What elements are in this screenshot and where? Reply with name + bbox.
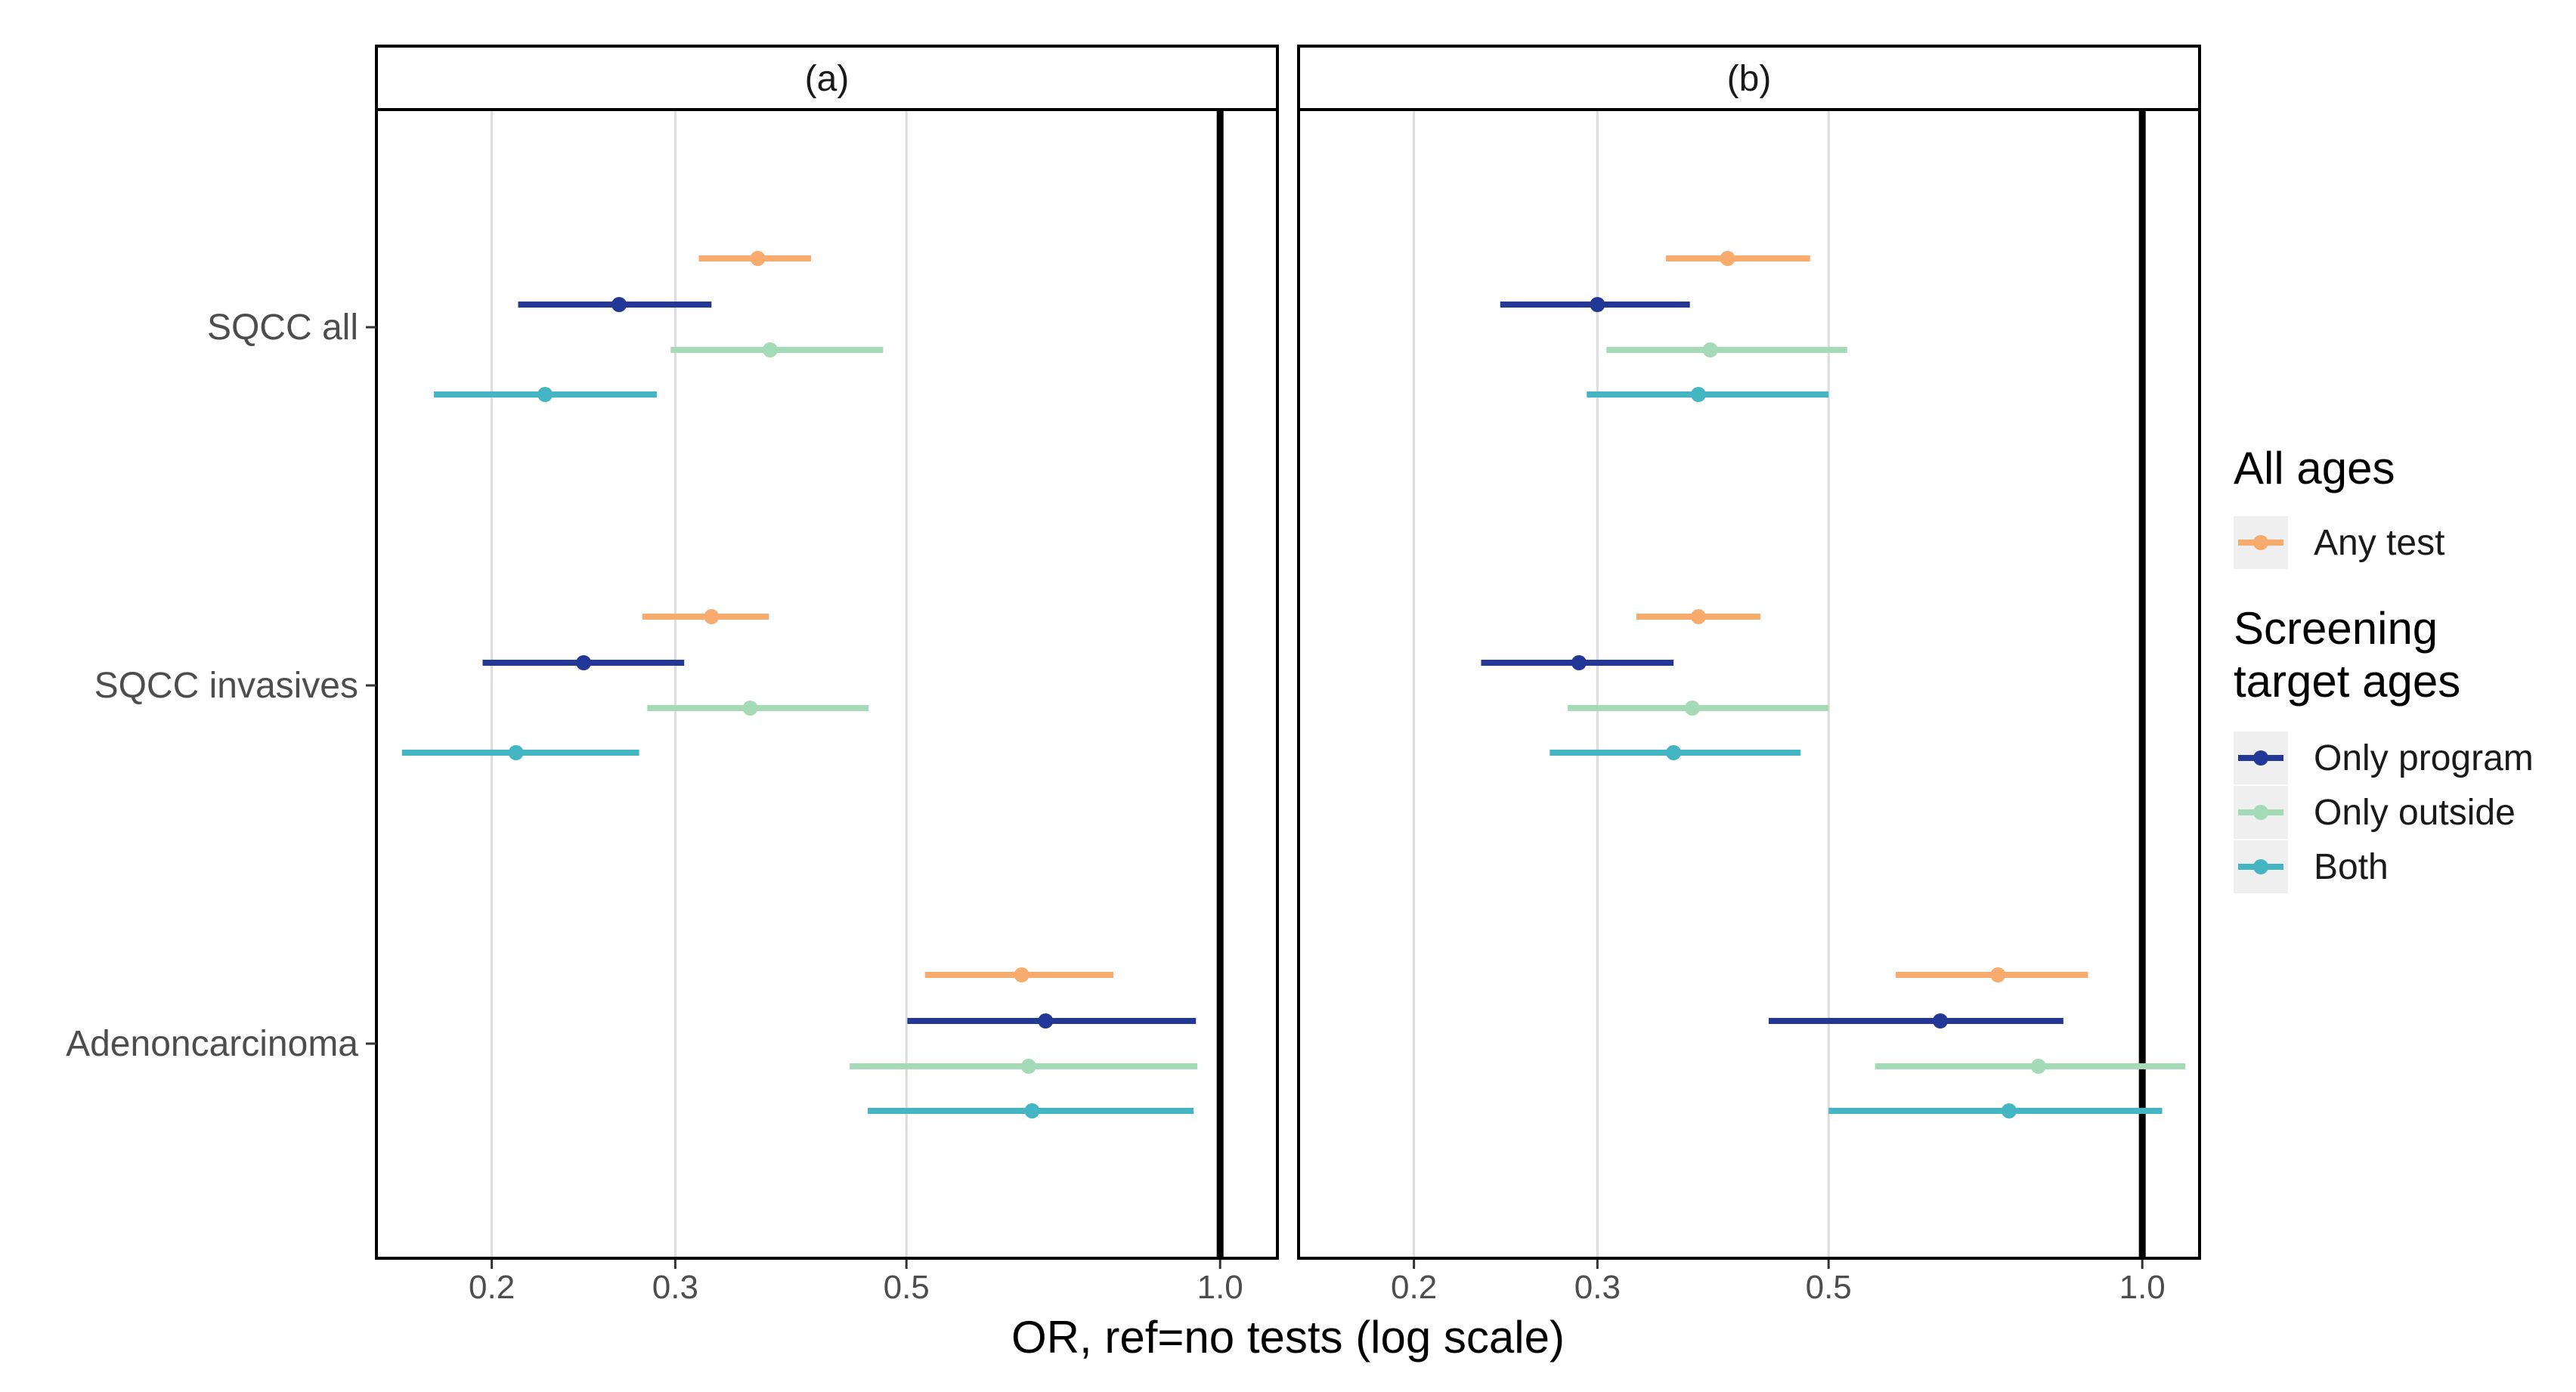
panel-a-point-program (1038, 1013, 1054, 1029)
panel-b-strip (1297, 45, 2201, 111)
panel-b-point-outside (2030, 1059, 2046, 1074)
panel-a-point-any (1014, 967, 1029, 982)
legend-title-screening: Screening (2234, 603, 2438, 654)
panel-b-x-tick-label: 1.0 (2119, 1269, 2166, 1306)
legend-key-point-program (2253, 750, 2268, 766)
y-category-label: Adenoncarcinoma (66, 1024, 358, 1064)
legend-key-point-both (2253, 859, 2268, 874)
legend-key-point-outside (2253, 805, 2268, 820)
panel-b-point-both (1666, 745, 1682, 760)
panel-b-point-both (1690, 387, 1706, 402)
panel-a-title: (a) (805, 59, 850, 99)
panel-a-x-tick-label: 0.5 (884, 1269, 930, 1306)
panel-b-point-both (2001, 1103, 2017, 1118)
panel-b-point-program (1571, 655, 1587, 670)
panel-a-strip (375, 45, 1279, 111)
panel-a-point-both (508, 745, 524, 760)
panel-a-x-tick-label: 0.2 (469, 1269, 515, 1306)
panel-a-point-outside (742, 701, 758, 716)
panel-b-point-any (1990, 967, 2006, 982)
panel-b-x-tick-label: 0.2 (1391, 1269, 1437, 1306)
panel-a-point-any (750, 251, 766, 266)
panel-a-x-tick-label: 1.0 (1197, 1269, 1243, 1306)
legend-label-outside: Only outside (2314, 793, 2516, 833)
panel-b-x-tick-label: 0.3 (1574, 1269, 1621, 1306)
legend-title-all-ages: All ages (2234, 443, 2395, 493)
panel-a-point-outside (1020, 1059, 1036, 1074)
y-category-label: SQCC invasives (94, 666, 358, 706)
panel-a-point-both (537, 387, 553, 402)
panel-a-x-tick-label: 0.3 (652, 1269, 698, 1306)
x-axis-title: OR, ref=no tests (log scale) (1011, 1312, 1565, 1363)
panel-b-point-outside (1684, 701, 1700, 716)
panel-a-point-program (611, 297, 627, 312)
panel-b-title: (b) (1727, 59, 1772, 99)
legend-label-any: Any test (2314, 523, 2444, 563)
legend-label-both: Both (2314, 847, 2389, 887)
legend-key-point-any (2253, 535, 2268, 550)
panel-a-point-outside (762, 342, 778, 357)
panel-b-x-tick-label: 0.5 (1806, 1269, 1852, 1306)
panel-a-point-any (704, 609, 720, 624)
panel-a-point-program (576, 655, 592, 670)
legend-title-target-ages: target ages (2234, 656, 2460, 707)
panel-b-point-any (1720, 251, 1735, 266)
panel-b-point-outside (1702, 342, 1718, 357)
panel-a-point-both (1024, 1103, 1040, 1118)
panel-b-point-any (1690, 609, 1706, 624)
panel-a-plot-area (376, 110, 1277, 1258)
panel-b-point-program (1932, 1013, 1948, 1029)
panel-b-point-program (1590, 297, 1605, 312)
y-category-label: SQCC all (207, 308, 358, 348)
panel-b-plot-area (1299, 110, 2200, 1258)
panel-b-border (1297, 108, 2201, 1260)
legend-label-program: Only program (2314, 738, 2534, 778)
panel-a-border (375, 108, 1279, 1260)
